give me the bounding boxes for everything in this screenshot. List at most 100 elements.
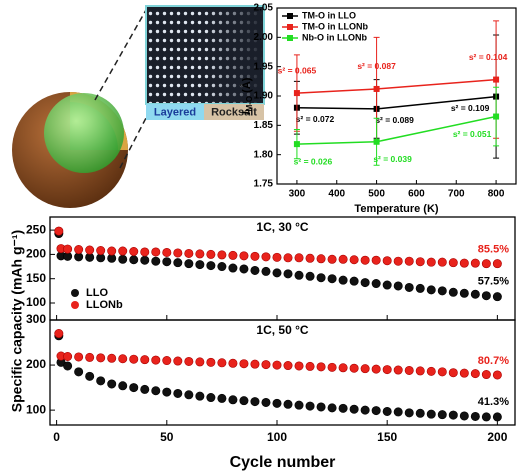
data-point [437,286,447,296]
data-point [283,253,293,263]
legend-label: Nb-O in LLONb [302,32,367,42]
y-tick-label: 300 [26,312,46,326]
y-tick-label: 200 [26,357,46,371]
data-point [404,408,414,418]
y-axis-title: Specific capacity (mAh g⁻¹) [9,230,25,412]
region-label: Rocksalt [211,106,257,118]
data-point [184,259,194,269]
data-point [140,384,150,394]
data-point [448,410,458,420]
data-point [349,276,359,286]
data-point [459,411,469,421]
retention-label: 41.3% [478,396,509,408]
data-point [283,269,293,279]
data-point [206,249,216,259]
legend-label: TM-O in LLO [302,10,356,20]
data-point [239,251,249,261]
data-point [415,283,425,293]
data-point [481,370,491,380]
data-point [393,365,403,375]
legend-label: LLONb [86,299,123,311]
data-point [151,386,161,396]
legend-label: TM-O in LLONb [302,21,368,31]
data-point [426,366,436,376]
core-sphere [44,93,124,173]
data-point [360,278,370,288]
data-point [54,226,64,236]
data-point [85,352,95,362]
data-point [459,368,469,378]
data-point [360,405,370,415]
error-annotation: s² = 0.072 [296,114,335,124]
condition-label: 1C, 50 °C [256,323,308,337]
data-point [261,360,271,370]
data-point [349,404,359,414]
x-tick-label: 0 [53,430,60,444]
stem-rocksalt [205,7,263,103]
data-point [272,268,282,278]
data-point [107,379,117,389]
y-tick-label: 200 [26,247,46,261]
label-box [146,104,204,120]
region-label: Layered [154,106,196,118]
data-point [360,364,370,374]
data-point [327,403,337,413]
data-point [283,399,293,409]
data-point [316,273,326,283]
data-point [360,255,370,265]
data-point [63,244,73,254]
retention-label: 85.5% [478,244,509,256]
legend-marker [287,13,293,19]
data-point [448,287,458,297]
x-axis-title: Cycle number [230,454,336,471]
data-point [294,270,304,280]
data-point [459,258,469,268]
data-point [272,252,282,262]
marker [493,113,500,120]
data-point [470,289,480,299]
data-point [195,260,205,270]
data-point [393,256,403,266]
condition-label: 1C, 30 °C [256,220,308,234]
data-point [195,391,205,401]
data-point [261,397,271,407]
data-point [118,254,128,264]
data-point [371,279,381,289]
data-point [162,247,172,257]
data-point [261,266,271,276]
data-point [173,258,183,268]
data-point [140,255,150,265]
marker [293,141,300,148]
data-point [316,254,326,264]
data-point [151,256,161,266]
data-point [195,357,205,367]
y-tick-label: 1.95 [254,61,274,72]
error-annotation: s² = 0.026 [294,156,333,166]
y-tick-label: 1.90 [254,91,274,102]
data-point [239,396,249,406]
data-point [382,365,392,375]
error-annotation: s² = 0.087 [357,61,396,71]
data-point [437,410,447,420]
data-point [184,356,194,366]
illustration: Layered Rocksalt [12,5,265,208]
data-point [217,250,227,260]
legend-marker [287,24,293,30]
data-point [338,275,348,285]
data-point [272,398,282,408]
label-box [204,104,264,120]
data-point [437,257,447,267]
data-point [415,366,425,376]
data-point [382,406,392,416]
error-annotation: s² = 0.089 [375,115,414,125]
data-point [96,246,106,256]
data-point [305,401,315,411]
data-point [118,381,128,391]
data-point [173,248,183,258]
y-axis-title: lM-O (Å) [240,77,254,114]
data-point [118,246,128,256]
y-tick-label: 2.05 [254,3,274,14]
data-point [338,254,348,264]
data-point [261,252,271,262]
plot-frame [49,319,516,426]
